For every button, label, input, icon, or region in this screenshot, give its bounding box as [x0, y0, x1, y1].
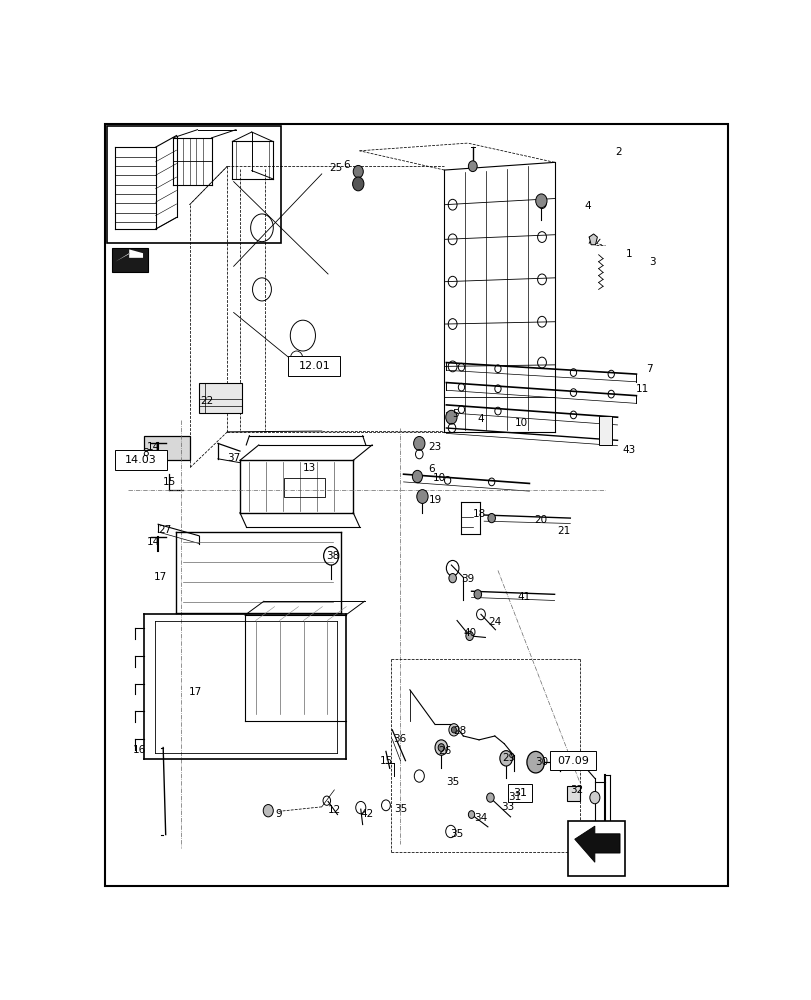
Text: 4: 4	[583, 201, 590, 211]
Text: 27: 27	[157, 525, 171, 535]
Circle shape	[468, 161, 477, 172]
Text: 41: 41	[517, 592, 530, 602]
Text: 35: 35	[393, 804, 406, 814]
Text: 10: 10	[432, 473, 445, 483]
Bar	[566, 786, 579, 801]
Text: 2: 2	[615, 147, 621, 157]
Text: 15: 15	[163, 477, 176, 487]
Text: 15: 15	[380, 756, 393, 766]
Text: 40: 40	[462, 628, 475, 638]
Text: 6: 6	[427, 464, 434, 474]
Polygon shape	[589, 234, 597, 245]
Bar	[115, 450, 167, 470]
Text: 31: 31	[508, 792, 521, 802]
Bar	[111, 248, 148, 272]
Bar	[508, 784, 531, 802]
Text: 42: 42	[360, 809, 373, 819]
Circle shape	[445, 410, 457, 424]
Circle shape	[451, 727, 456, 733]
Text: 17: 17	[153, 572, 166, 582]
Circle shape	[416, 490, 427, 503]
Text: 14: 14	[146, 537, 160, 547]
Polygon shape	[574, 826, 620, 862]
Text: 35: 35	[445, 777, 459, 787]
Circle shape	[435, 740, 447, 755]
Text: 43: 43	[621, 445, 635, 455]
Bar	[288, 356, 340, 376]
Text: 28: 28	[453, 726, 466, 736]
Bar	[106, 126, 281, 243]
Circle shape	[468, 811, 474, 818]
Circle shape	[263, 805, 273, 817]
Text: 12: 12	[328, 805, 341, 815]
Text: 14: 14	[146, 442, 160, 452]
Text: 16: 16	[132, 745, 146, 755]
Circle shape	[486, 793, 494, 802]
Circle shape	[474, 590, 481, 599]
Text: 23: 23	[427, 442, 440, 452]
Bar	[284, 478, 324, 497]
Text: 25: 25	[328, 163, 341, 173]
Text: 5: 5	[452, 409, 458, 419]
Text: 30: 30	[534, 757, 548, 767]
Text: 11: 11	[635, 384, 649, 394]
Bar	[144, 436, 190, 460]
Text: 14.03: 14.03	[125, 455, 157, 465]
Text: 32: 32	[570, 785, 583, 795]
Text: 35: 35	[450, 829, 463, 839]
Circle shape	[589, 791, 599, 804]
Text: 1: 1	[624, 249, 632, 259]
Text: 12.01: 12.01	[298, 361, 330, 371]
Text: 9: 9	[275, 809, 282, 819]
Circle shape	[412, 470, 422, 483]
Text: 13: 13	[303, 463, 315, 473]
Text: 17: 17	[188, 687, 202, 697]
Text: 20: 20	[534, 515, 547, 525]
Text: 33: 33	[500, 802, 513, 812]
Bar	[199, 383, 242, 413]
Circle shape	[526, 751, 544, 773]
Bar	[549, 751, 595, 770]
Text: 18: 18	[473, 509, 486, 519]
Text: 21: 21	[556, 526, 569, 536]
Text: 34: 34	[474, 813, 487, 823]
Text: 19: 19	[428, 495, 441, 505]
Circle shape	[535, 194, 547, 208]
Text: 38: 38	[326, 551, 339, 561]
Text: 6: 6	[342, 160, 350, 170]
Text: 3: 3	[649, 257, 655, 267]
Text: 29: 29	[502, 753, 515, 763]
Text: 22: 22	[200, 396, 213, 406]
Text: 36: 36	[393, 734, 406, 744]
Circle shape	[466, 631, 473, 641]
Bar	[598, 416, 611, 445]
Text: 07.09: 07.09	[556, 756, 588, 766]
Circle shape	[438, 744, 444, 751]
Text: 10: 10	[515, 418, 528, 428]
Text: 7: 7	[645, 364, 651, 374]
Text: 37: 37	[227, 453, 240, 463]
Text: 31: 31	[513, 788, 526, 798]
Polygon shape	[115, 249, 143, 262]
Text: 24: 24	[487, 617, 501, 627]
Circle shape	[500, 751, 512, 766]
Circle shape	[448, 724, 458, 736]
Circle shape	[352, 177, 363, 191]
Circle shape	[353, 165, 363, 178]
Text: 26: 26	[437, 746, 451, 756]
Circle shape	[413, 436, 424, 450]
Text: 39: 39	[461, 574, 474, 584]
Text: 8: 8	[142, 448, 148, 458]
Text: 4: 4	[476, 414, 483, 424]
Circle shape	[448, 574, 456, 583]
Circle shape	[487, 513, 495, 523]
Bar	[568, 821, 624, 876]
